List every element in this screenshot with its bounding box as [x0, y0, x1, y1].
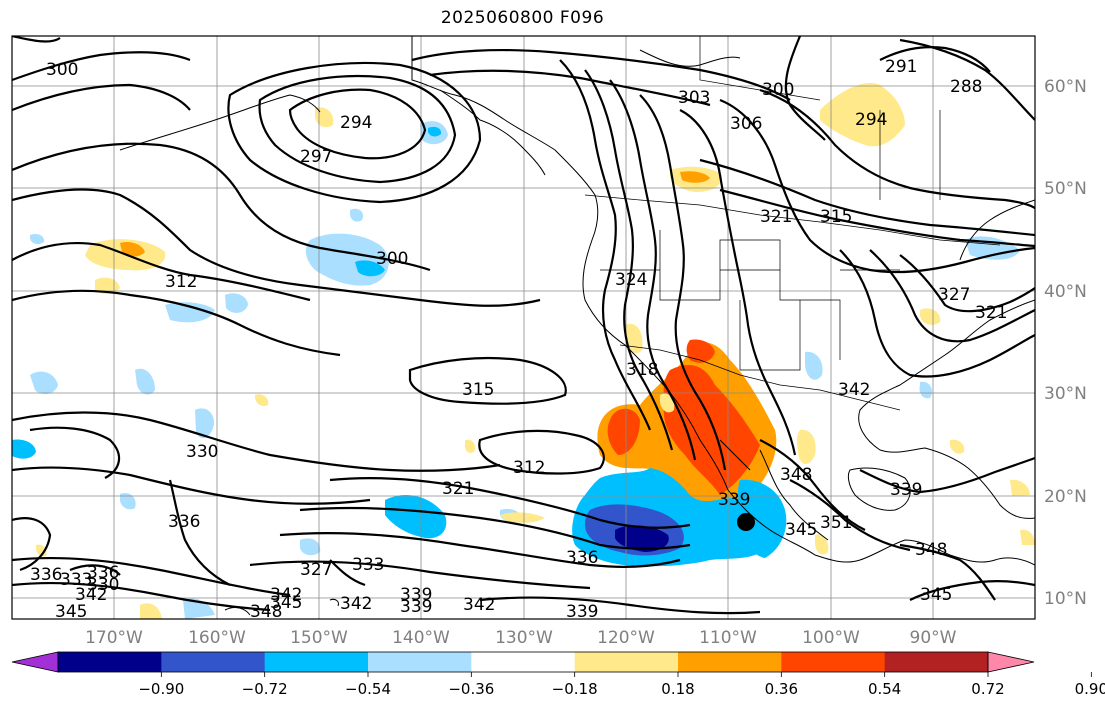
contour-label: 327	[938, 285, 970, 305]
contour-label: 324	[615, 270, 647, 290]
contour-label: 315	[820, 207, 852, 227]
contour-label: 294	[340, 113, 372, 133]
colorbar-extend-high	[987, 651, 1035, 673]
colorbar-tick-label: 0.90	[1075, 680, 1105, 698]
lon-label: 150°W	[290, 628, 348, 648]
contour-label: 291	[885, 57, 917, 77]
contour-label: 330	[186, 442, 218, 462]
contour-label: 342	[838, 380, 870, 400]
contour-label: 333	[60, 570, 92, 590]
colorbar-segment	[58, 652, 162, 672]
contour-label: 345	[785, 520, 817, 540]
colorbar-segment	[574, 652, 679, 672]
contour-label: 321	[760, 207, 792, 227]
colorbar-tick-label: 0.54	[868, 680, 901, 698]
colorbar-tick-label: −0.90	[138, 680, 184, 698]
latitude-labels: 60°N 50°N 40°N 30°N 20°N 10°N	[1044, 77, 1087, 609]
contour-label: 315	[462, 380, 494, 400]
contour-label: 312	[513, 458, 545, 478]
contour-label: 300	[46, 60, 78, 80]
contour-label: 303	[678, 88, 710, 108]
colorbar: −0.90 −0.72 −0.54 −0.36 −0.18 0.18 0.36 0.54 0.7…	[11, 651, 1105, 698]
contour-label: 318	[626, 360, 658, 380]
contour-label: 336	[87, 563, 119, 583]
contour-label: 342	[463, 595, 495, 615]
lat-label: 60°N	[1044, 77, 1087, 97]
contour-label: 339	[718, 490, 750, 510]
contour-label: 327	[300, 560, 332, 580]
lon-label: 170°W	[85, 628, 143, 648]
colorbar-segment	[884, 652, 989, 672]
map-title: 2025060800 F096	[440, 8, 605, 28]
lon-label: 130°W	[495, 628, 553, 648]
colorbar-segment	[471, 652, 576, 672]
contour-label: 300	[376, 249, 408, 269]
lon-label: 110°W	[699, 628, 757, 648]
lat-label: 30°N	[1044, 384, 1087, 404]
colorbar-tick-label: −0.36	[448, 680, 494, 698]
map-frame	[11, 35, 1036, 620]
contour-label: 342	[270, 585, 302, 605]
contour-label: 306	[730, 114, 762, 134]
lon-label: 140°W	[392, 628, 450, 648]
contour-label: 336	[30, 565, 62, 585]
colorbar-tick-label: −0.72	[242, 680, 288, 698]
contour-label: 339	[400, 597, 432, 617]
colorbar-tick-label: 0.18	[661, 680, 694, 698]
contour-label: 345	[270, 593, 302, 613]
lat-label: 20°N	[1044, 487, 1087, 507]
contour-label: 351	[820, 513, 852, 533]
colorbar-tick-label: 0.72	[971, 680, 1004, 698]
contour-label: 336	[168, 512, 200, 532]
lon-label: 120°W	[597, 628, 655, 648]
contour-label: 339	[400, 585, 432, 605]
contour-label: 333	[352, 555, 384, 575]
shading-layer	[12, 82, 1035, 619]
contour-labels: 300 294 297 303 300 306 291 288 294 315 …	[30, 57, 1007, 622]
contour-label: 348	[250, 602, 282, 622]
colorbar-segment	[161, 652, 266, 672]
colorbar-segment	[368, 652, 472, 672]
colorbar-tick-label: 0.36	[765, 680, 798, 698]
colorbar-tick-label: −0.18	[552, 680, 598, 698]
contour-label: 345	[920, 585, 952, 605]
contour-label: 348	[915, 540, 947, 560]
lat-label: 50°N	[1044, 179, 1087, 199]
contour-label: 300	[762, 80, 794, 100]
contour-label: 345	[55, 602, 87, 622]
contour-label: 321	[442, 479, 474, 499]
lat-label: 40°N	[1044, 282, 1087, 302]
contour-label: 339	[566, 602, 598, 622]
colorbar-frame	[57, 651, 989, 673]
lon-label: 90°W	[910, 628, 957, 648]
contour-label: 321	[975, 303, 1007, 323]
contour-label: 336	[566, 548, 598, 568]
colorbar-extend-low	[11, 651, 59, 673]
contour-label: 342	[340, 594, 372, 614]
contour-label: 342	[75, 585, 107, 605]
lon-label: 160°W	[188, 628, 246, 648]
contour-label: 339	[890, 480, 922, 500]
contour-label: 297	[300, 147, 332, 167]
longitude-labels: 170°W 160°W 150°W 140°W 130°W 120°W 110°…	[85, 628, 957, 648]
colorbar-segment	[781, 652, 886, 672]
contour-label: 288	[950, 77, 982, 97]
contour-label: 348	[780, 465, 812, 485]
lon-label: 100°W	[802, 628, 860, 648]
storm-center-marker	[737, 513, 755, 531]
colorbar-segment	[264, 652, 369, 672]
contour-label: 330	[87, 575, 119, 595]
contour-label: 294	[855, 110, 887, 130]
contour-label: 312	[165, 272, 197, 292]
lat-label: 10°N	[1044, 589, 1087, 609]
colorbar-tick-label: −0.54	[345, 680, 391, 698]
contour-lines	[12, 36, 1035, 615]
colorbar-segment	[678, 652, 782, 672]
